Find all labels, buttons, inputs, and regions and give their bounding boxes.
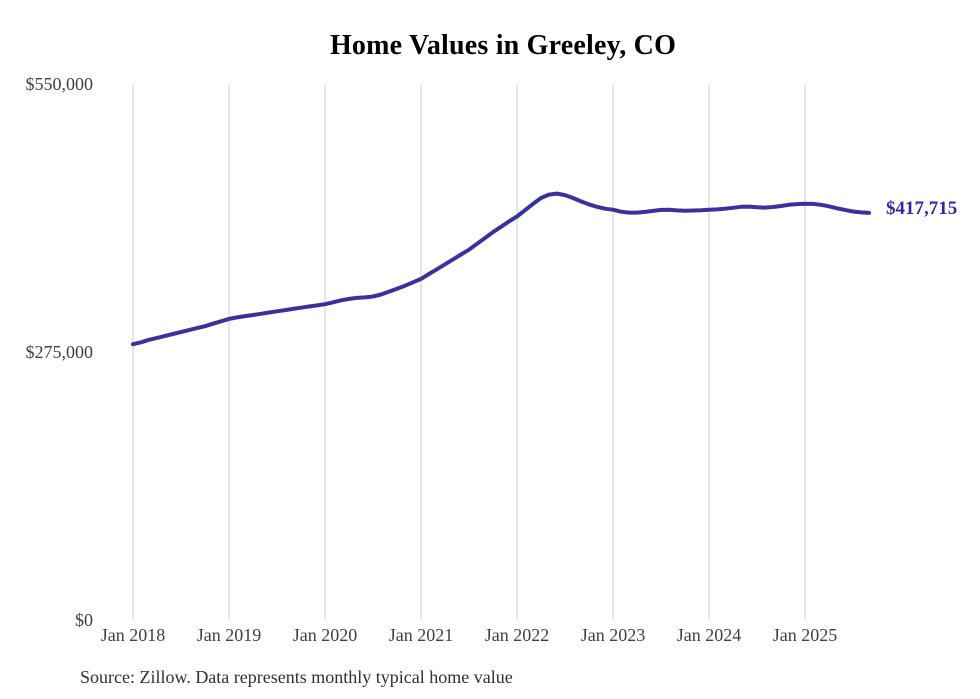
x-axis-labels: Jan 2018 Jan 2019 Jan 2020 Jan 2021 Jan 2022…	[101, 625, 838, 645]
x-tick-label: Jan 2022	[485, 625, 550, 645]
x-tick-label: Jan 2024	[677, 625, 742, 645]
x-tick-label: Jan 2021	[389, 625, 454, 645]
x-tick-label: Jan 2018	[101, 625, 166, 645]
chart-title: Home Values in Greeley, CO	[329, 30, 677, 61]
home-value-line	[131, 191, 871, 347]
x-tick-label: Jan 2019	[197, 625, 262, 645]
y-tick-label: $550,000	[26, 74, 94, 94]
x-tick-label: Jan 2020	[293, 625, 358, 645]
x-tick-label: Jan 2023	[581, 625, 646, 645]
y-tick-label: $0	[75, 610, 93, 630]
source-note: Source: Zillow. Data represents monthly …	[80, 667, 513, 687]
y-axis-labels: $0 $275,000 $550,000	[26, 74, 94, 630]
year-gridlines	[132, 84, 806, 620]
current-value-label: $417,715	[886, 198, 957, 219]
x-tick-label: Jan 2025	[773, 625, 838, 645]
y-tick-label: $275,000	[26, 342, 94, 362]
